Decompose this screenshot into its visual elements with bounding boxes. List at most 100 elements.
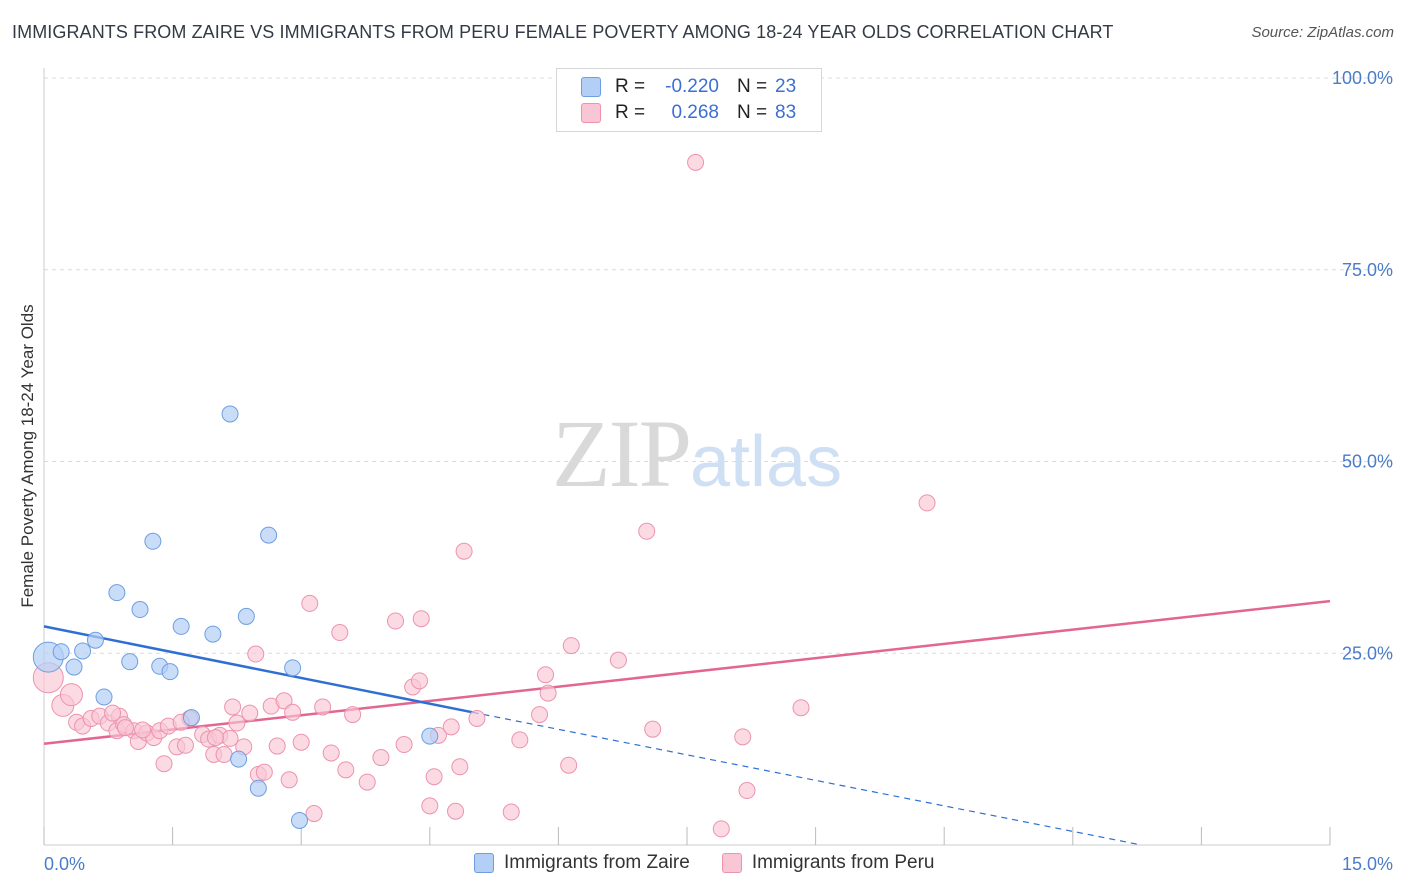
legend-row-peru: R = 0.268 N = 83	[581, 101, 796, 125]
source-label: Source: ZipAtlas.com	[1251, 24, 1394, 41]
peru-point	[292, 733, 310, 751]
peru-point	[468, 709, 486, 727]
zaire-trend-line	[43, 625, 473, 714]
zaire-point	[95, 688, 113, 706]
peru-point	[511, 731, 529, 749]
watermark: ZIPatlas	[552, 398, 842, 509]
zaire-r-value: -0.220	[665, 76, 719, 97]
y-axis-label: Female Poverty Among 18-24 Year Olds	[18, 304, 37, 607]
peru-legend-swatch	[721, 853, 742, 873]
peru-point	[442, 718, 460, 736]
y-tick-label: 50.0%	[1342, 452, 1393, 472]
peru-point	[268, 737, 286, 755]
zaire-point	[221, 405, 239, 423]
peru-point	[425, 768, 443, 786]
zaire-points	[32, 405, 439, 829]
zaire-n-value: 23	[775, 76, 797, 97]
legend-item-peru[interactable]: Immigrants from Peru	[721, 852, 934, 874]
peru-point	[395, 736, 413, 754]
peru-point	[206, 729, 224, 747]
peru-trend-group	[43, 599, 1331, 745]
zaire-legend-label: Immigrants from Zaire	[504, 852, 690, 873]
peru-trend-line	[43, 599, 1331, 745]
peru-point	[176, 736, 194, 754]
peru-point	[59, 683, 83, 707]
x-tick-label: 0.0%	[44, 854, 85, 874]
zaire-point	[161, 663, 179, 681]
peru-swatch	[581, 103, 601, 123]
peru-point	[337, 761, 355, 779]
peru-point	[447, 802, 465, 820]
zaire-n-label: N =	[737, 76, 768, 97]
chart-title: IMMIGRANTS FROM ZAIRE VS IMMIGRANTS FROM…	[12, 22, 1114, 42]
zaire-point	[204, 625, 222, 643]
peru-point	[224, 698, 242, 716]
peru-point	[455, 542, 473, 560]
peru-point	[562, 637, 580, 655]
zaire-point	[144, 532, 162, 550]
peru-point	[560, 756, 578, 774]
zaire-point	[182, 709, 200, 727]
peru-point	[134, 721, 152, 739]
zaire-point	[86, 631, 104, 649]
peru-point	[537, 666, 555, 684]
peru-point	[301, 594, 319, 612]
y-tick-label: 75.0%	[1342, 260, 1393, 280]
peru-point	[116, 719, 134, 737]
peru-point	[712, 820, 730, 838]
peru-point	[638, 522, 656, 540]
zaire-point	[421, 727, 439, 745]
axes	[43, 68, 1331, 846]
peru-point	[411, 672, 429, 690]
peru-point	[609, 651, 627, 669]
peru-point	[344, 706, 362, 724]
zaire-point	[172, 617, 190, 635]
peru-r-label: R =	[615, 102, 646, 123]
zaire-point	[230, 750, 248, 768]
zaire-point	[290, 811, 308, 829]
peru-r-value: 0.268	[671, 102, 719, 123]
peru-point	[539, 684, 557, 702]
tick-labels: 25.0% 50.0% 75.0% 100.0% 0.0% 15.0%	[44, 68, 1393, 874]
peru-point	[421, 797, 439, 815]
watermark-zip: ZIP	[552, 400, 692, 507]
peru-point	[215, 745, 233, 763]
peru-point	[412, 610, 430, 628]
peru-point	[255, 763, 273, 781]
peru-point	[531, 706, 549, 724]
peru-point	[280, 771, 298, 789]
peru-point	[221, 729, 239, 747]
peru-point	[155, 755, 173, 773]
peru-point	[644, 720, 662, 738]
zaire-trend-extension	[472, 711, 1142, 846]
correlation-legend: R = -0.220 N = 23 R = 0.268 N = 83	[556, 68, 822, 132]
y-tick-label: 100.0%	[1332, 68, 1393, 88]
peru-point	[275, 692, 293, 710]
y-tick-label: 25.0%	[1342, 643, 1393, 663]
zaire-legend-swatch	[474, 853, 494, 873]
zaire-point	[52, 643, 70, 661]
peru-point	[241, 704, 259, 722]
peru-point	[738, 782, 756, 800]
peru-point	[104, 704, 122, 722]
zaire-point	[249, 779, 267, 797]
zaire-point	[108, 584, 126, 602]
peru-points	[32, 153, 936, 838]
zaire-trend-group	[43, 625, 1142, 846]
legend-item-zaire[interactable]: Immigrants from Zaire	[474, 852, 690, 874]
peru-point	[451, 758, 469, 776]
peru-point	[228, 714, 246, 732]
zaire-point	[284, 659, 302, 677]
gridlines	[44, 77, 1392, 654]
legend-row-zaire: R = -0.220 N = 23	[581, 75, 796, 99]
zaire-point	[237, 607, 255, 625]
zaire-point	[121, 653, 139, 671]
peru-point	[247, 645, 265, 663]
peru-point	[387, 612, 405, 630]
peru-point	[687, 153, 705, 171]
peru-point	[305, 805, 323, 823]
peru-point	[734, 728, 752, 746]
peru-n-label: N =	[737, 102, 768, 123]
zaire-point	[260, 526, 278, 544]
